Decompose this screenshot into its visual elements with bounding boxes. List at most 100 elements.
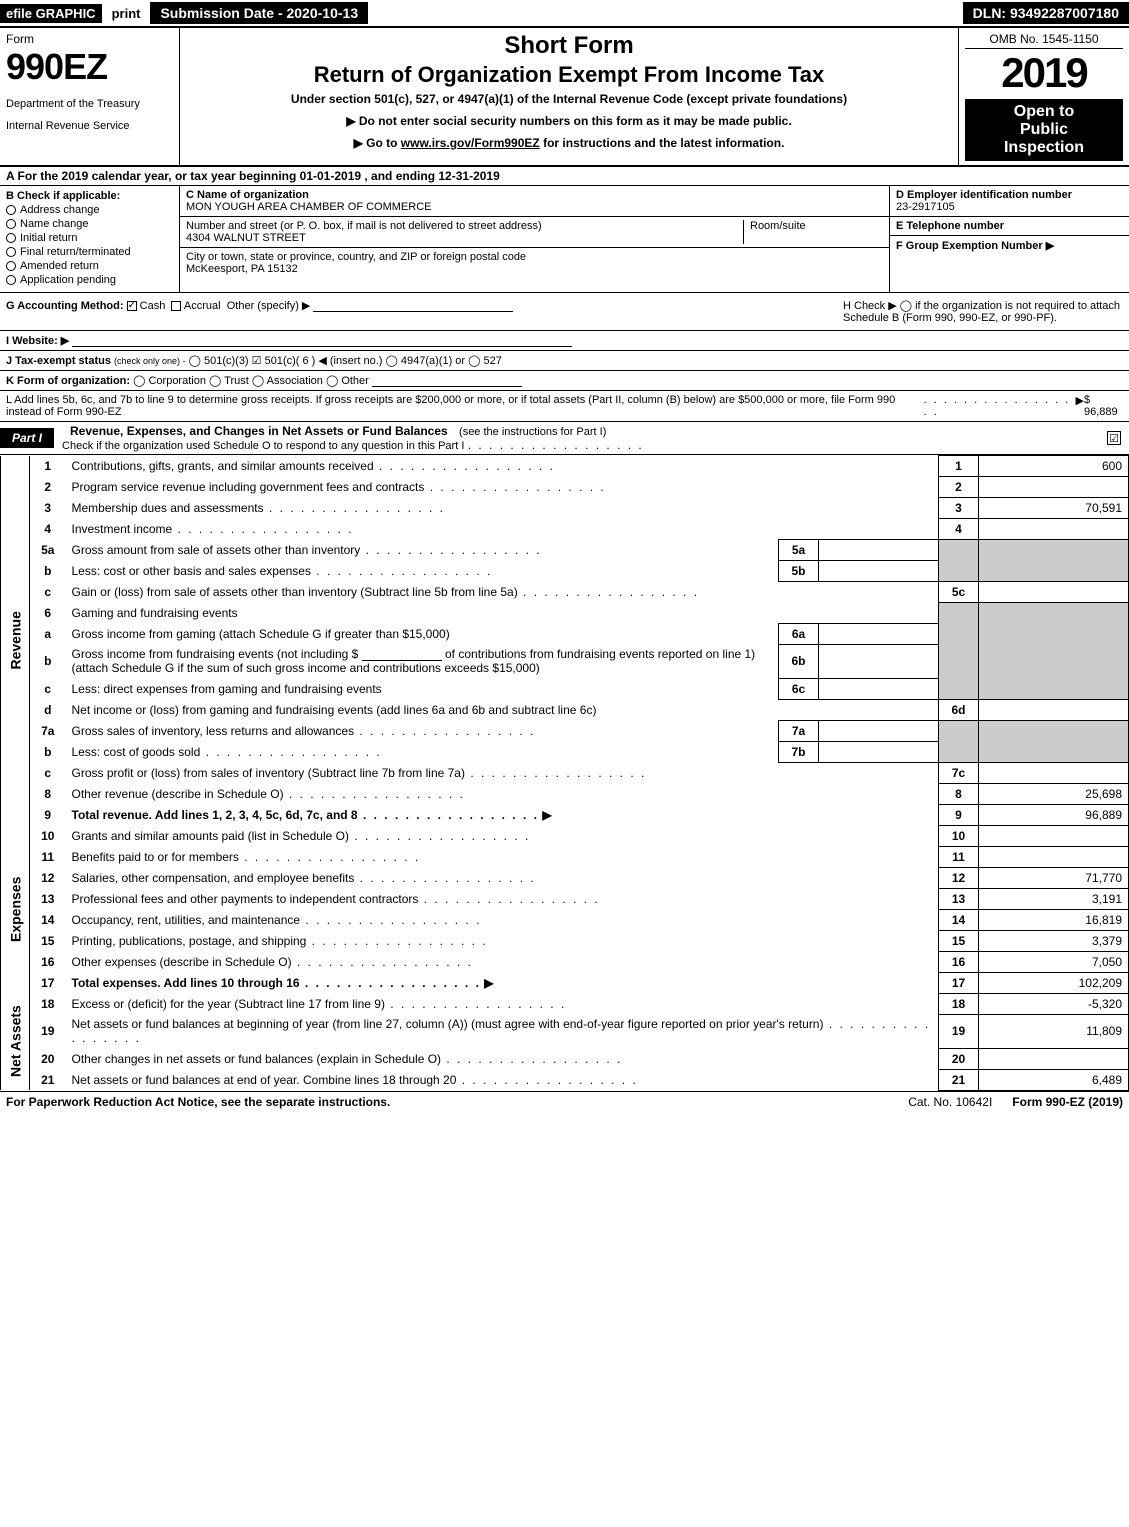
desc-text: Contributions, gifts, grants, and simila… <box>72 459 374 473</box>
cb-initial-return[interactable]: Initial return <box>6 232 173 244</box>
section-l-arrow: ▶ <box>1076 394 1084 418</box>
line-num: c <box>30 678 66 699</box>
checkbox-icon <box>6 247 16 257</box>
line-amount: 3,191 <box>979 888 1129 909</box>
tax-exempt-sub: (check only one) - <box>114 356 186 366</box>
accrual-label: Accrual <box>184 300 221 312</box>
line-ref: 17 <box>939 972 979 993</box>
sub-ref: 7a <box>779 720 819 741</box>
address-row: Number and street (or P. O. box, if mail… <box>180 217 889 248</box>
line-desc: Salaries, other compensation, and employ… <box>66 867 939 888</box>
row-14: 14 Occupancy, rent, utilities, and maint… <box>1 909 1129 930</box>
line-ref: 11 <box>939 846 979 867</box>
irs-link[interactable]: www.irs.gov/Form990EZ <box>401 136 540 150</box>
line-ref: 10 <box>939 825 979 846</box>
row-10: Expenses 10 Grants and similar amounts p… <box>1 825 1129 846</box>
line-ref: 16 <box>939 951 979 972</box>
line-desc: Program service revenue including govern… <box>66 477 939 498</box>
dots <box>518 585 699 599</box>
line-ref: 19 <box>939 1014 979 1048</box>
contrib-blank[interactable] <box>362 649 442 661</box>
sub-ref: 6a <box>779 623 819 644</box>
row-1: Revenue 1 Contributions, gifts, grants, … <box>1 456 1129 477</box>
row-7a: 7a Gross sales of inventory, less return… <box>1 720 1129 741</box>
print-label[interactable]: print <box>102 4 151 23</box>
org-name-value: MON YOUGH AREA CHAMBER OF COMMERCE <box>186 201 432 213</box>
cb-name-change[interactable]: Name change <box>6 218 173 230</box>
line-desc: Gross income from gaming (attach Schedul… <box>66 623 779 644</box>
line-ref: 5c <box>939 582 979 603</box>
line-num: a <box>30 623 66 644</box>
line-desc: Gaming and fundraising events <box>66 603 939 624</box>
dots <box>358 808 539 822</box>
desc-text: Less: cost or other basis and sales expe… <box>72 564 311 578</box>
accounting-label: G Accounting Method: <box>6 300 124 312</box>
city-value: McKeesport, PA 15132 <box>186 263 526 275</box>
line-num: 8 <box>30 783 66 804</box>
line-ref: 13 <box>939 888 979 909</box>
line-ref: 20 <box>939 1048 979 1069</box>
line-desc: Net assets or fund balances at beginning… <box>66 1014 939 1048</box>
sub-ref: 6c <box>779 678 819 699</box>
tax-exempt-options: ◯ 501(c)(3) ☑ 501(c)( 6 ) ◀ (insert no.)… <box>189 355 502 367</box>
desc-text: Salaries, other compensation, and employ… <box>72 871 355 885</box>
checkbox-icon <box>6 233 16 243</box>
website-blank[interactable] <box>72 335 572 347</box>
dots <box>424 480 605 494</box>
department-line1: Department of the Treasury <box>6 98 173 110</box>
other-org-blank[interactable] <box>372 375 522 387</box>
header-left: Form 990EZ Department of the Treasury In… <box>0 28 180 165</box>
cb-application-pending[interactable]: Application pending <box>6 274 173 286</box>
line-amount <box>979 582 1129 603</box>
dots <box>468 438 644 452</box>
accrual-checkbox[interactable] <box>171 301 181 311</box>
desc-text: Benefits paid to or for members <box>72 850 239 864</box>
line-amount: 71,770 <box>979 867 1129 888</box>
sub-val <box>819 644 939 678</box>
line-desc: Other expenses (describe in Schedule O) <box>66 951 939 972</box>
checkbox-icon <box>6 205 16 215</box>
desc-text: Gross amount from sale of assets other t… <box>72 543 361 557</box>
line-num: 18 <box>30 993 66 1014</box>
cb-label: Amended return <box>20 260 99 272</box>
row-8: 8 Other revenue (describe in Schedule O)… <box>1 783 1129 804</box>
line-amount: 600 <box>979 456 1129 477</box>
line-amount <box>979 846 1129 867</box>
dots <box>465 766 646 780</box>
line-amount: 96,889 <box>979 804 1129 825</box>
cb-final-return[interactable]: Final return/terminated <box>6 246 173 258</box>
row-2: 2 Program service revenue including gove… <box>1 477 1129 498</box>
line-num: 13 <box>30 888 66 909</box>
line-num: 17 <box>30 972 66 993</box>
line-amount: 6,489 <box>979 1069 1129 1090</box>
footer-left: For Paperwork Reduction Act Notice, see … <box>6 1095 888 1109</box>
org-name-row: C Name of organization MON YOUGH AREA CH… <box>180 186 889 217</box>
line-num: 6 <box>30 603 66 624</box>
department-line2: Internal Revenue Service <box>6 120 173 132</box>
desc-text: Gross sales of inventory, less returns a… <box>72 724 355 738</box>
section-c: C Name of organization MON YOUGH AREA CH… <box>180 186 889 292</box>
part1-checkbox[interactable]: ☑ <box>1107 431 1121 445</box>
goto-pre: ▶ Go to <box>354 136 401 150</box>
cb-address-change[interactable]: Address change <box>6 204 173 216</box>
cb-amended-return[interactable]: Amended return <box>6 260 173 272</box>
cash-checkbox[interactable] <box>127 301 137 311</box>
other-blank[interactable] <box>313 300 513 312</box>
city-label: City or town, state or province, country… <box>186 251 526 263</box>
desc-text: Printing, publications, postage, and shi… <box>72 934 307 948</box>
line-amount: 25,698 <box>979 783 1129 804</box>
sub-val <box>819 720 939 741</box>
line-num: 4 <box>30 519 66 540</box>
room-label: Room/suite <box>743 220 883 244</box>
arrow-icon: ▶ <box>542 808 551 822</box>
sub-val <box>819 623 939 644</box>
line-ref: 8 <box>939 783 979 804</box>
desc-text: Excess or (deficit) for the year (Subtra… <box>72 997 385 1011</box>
line-desc: Excess or (deficit) for the year (Subtra… <box>66 993 939 1014</box>
section-j: J Tax-exempt status (check only one) - ◯… <box>0 351 1129 371</box>
row-17: 17 Total expenses. Add lines 10 through … <box>1 972 1129 993</box>
dots <box>284 787 465 801</box>
expenses-side-label: Expenses <box>1 825 30 993</box>
line-desc: Less: direct expenses from gaming and fu… <box>66 678 779 699</box>
cb-label: Initial return <box>20 232 77 244</box>
